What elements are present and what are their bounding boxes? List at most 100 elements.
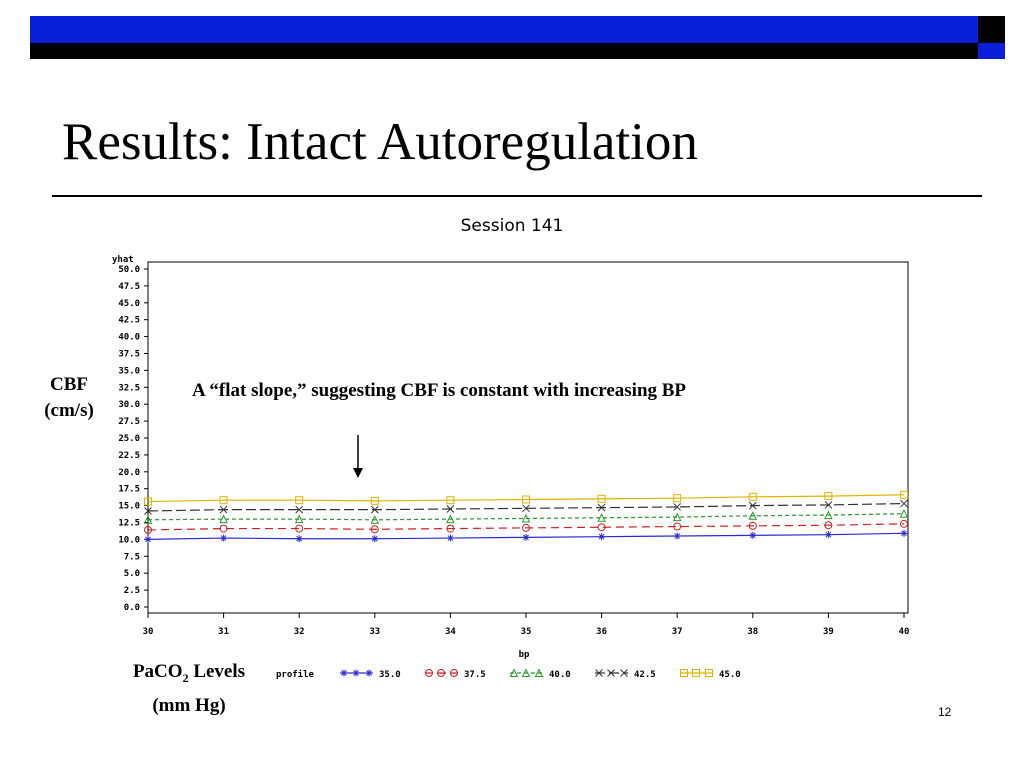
data-point bbox=[522, 533, 530, 541]
data-point bbox=[824, 501, 833, 509]
data-point bbox=[597, 503, 606, 512]
y-tick-label: 30.0 bbox=[118, 400, 140, 410]
page-number: 12 bbox=[938, 705, 952, 719]
data-point bbox=[446, 514, 455, 524]
data-point bbox=[294, 514, 304, 524]
title-divider bbox=[52, 195, 982, 197]
x-tick-label: 31 bbox=[218, 627, 229, 637]
cbf-label-line1: CBF bbox=[50, 374, 88, 395]
legend-label: profile bbox=[276, 669, 315, 680]
paco2-legend-title: PaCO2 Levels (mm Hg) bbox=[108, 658, 270, 719]
legend-entry-label: 45.0 bbox=[719, 670, 741, 680]
data-point bbox=[672, 512, 682, 522]
data-point bbox=[295, 496, 304, 505]
data-point bbox=[680, 669, 688, 677]
series-line bbox=[147, 502, 905, 512]
x-tick-label: 30 bbox=[143, 627, 154, 637]
legend-entry-label: 42.5 bbox=[634, 670, 656, 680]
data-point bbox=[607, 669, 615, 677]
x-tick-label: 39 bbox=[823, 627, 834, 637]
series-42.5 bbox=[144, 499, 908, 515]
data-point bbox=[220, 534, 228, 542]
data-point bbox=[534, 668, 544, 677]
y-tick-label: 32.5 bbox=[118, 383, 140, 393]
data-point bbox=[219, 514, 228, 524]
series-40.0 bbox=[143, 509, 909, 524]
y-tick-label: 20.0 bbox=[118, 468, 140, 478]
y-axis-label: yhat bbox=[112, 255, 134, 265]
data-point bbox=[899, 509, 909, 518]
data-point bbox=[900, 490, 908, 499]
legend: profile 35.0 37.5 40.0 42.5 45.0 bbox=[276, 668, 741, 680]
y-tick-label: 42.5 bbox=[118, 316, 140, 326]
data-point bbox=[522, 495, 530, 504]
data-point bbox=[824, 531, 832, 539]
y-tick-label: 47.5 bbox=[118, 282, 140, 292]
top-bar-corner-black bbox=[978, 16, 1005, 43]
y-tick-label: 7.5 bbox=[124, 552, 140, 562]
data-point bbox=[597, 523, 606, 532]
y-tick-label: 10.0 bbox=[118, 535, 140, 545]
y-tick-label: 15.0 bbox=[118, 502, 140, 512]
top-bar-corner-blue bbox=[978, 43, 1005, 59]
data-point bbox=[749, 531, 757, 539]
y-tick-label: 5.0 bbox=[124, 569, 140, 579]
data-point bbox=[598, 533, 606, 541]
annotation-arrow-head bbox=[353, 468, 363, 478]
data-point bbox=[340, 669, 348, 677]
y-tick-label: 45.0 bbox=[118, 299, 140, 309]
data-point bbox=[370, 525, 379, 534]
data-point bbox=[673, 503, 682, 511]
data-point bbox=[450, 669, 458, 677]
y-tick-label: 17.5 bbox=[118, 485, 140, 495]
data-point bbox=[370, 505, 379, 514]
data-point bbox=[219, 524, 228, 533]
slide-title: Results: Intact Autoregulation bbox=[62, 113, 698, 171]
x-axis-label: bp bbox=[519, 650, 530, 660]
series-45.0 bbox=[144, 490, 908, 506]
x-tick-label: 35 bbox=[521, 627, 532, 637]
data-point bbox=[446, 505, 455, 513]
series-35.0 bbox=[144, 529, 908, 543]
legend-title-pre: PaCO bbox=[132, 661, 183, 682]
data-point bbox=[673, 522, 682, 531]
y-tick-label: 50.0 bbox=[118, 265, 140, 275]
data-point bbox=[144, 525, 152, 534]
data-point bbox=[295, 524, 304, 533]
y-tick-label: 0.0 bbox=[124, 603, 140, 613]
data-point bbox=[437, 669, 445, 677]
legend-entry-label: 40.0 bbox=[549, 670, 571, 680]
data-point bbox=[824, 492, 833, 501]
data-point bbox=[692, 669, 700, 677]
data-point bbox=[900, 519, 908, 528]
data-point bbox=[446, 496, 455, 505]
cbf-label-line2: (cm/s) bbox=[44, 400, 94, 421]
data-point bbox=[900, 499, 908, 508]
y-tick-label: 40.0 bbox=[118, 333, 140, 343]
data-point bbox=[219, 505, 228, 514]
data-point bbox=[295, 535, 303, 543]
legend-title-post: Levels bbox=[188, 661, 246, 682]
x-tick-label: 37 bbox=[672, 627, 683, 637]
data-point bbox=[371, 535, 379, 543]
data-point bbox=[748, 511, 758, 520]
x-tick-label: 40 bbox=[899, 627, 910, 637]
top-bar-black bbox=[30, 43, 978, 59]
data-point bbox=[365, 669, 373, 677]
data-point bbox=[595, 669, 603, 677]
series-line bbox=[147, 523, 905, 531]
x-tick-label: 34 bbox=[445, 627, 456, 637]
data-point bbox=[620, 669, 628, 677]
data-point bbox=[144, 535, 152, 543]
x-axis: 30 31 32 33 34 35 36 37 38 39 40 bbox=[143, 613, 910, 637]
data-point bbox=[446, 534, 454, 542]
data-point bbox=[748, 492, 757, 501]
data-point bbox=[597, 494, 606, 503]
data-point bbox=[522, 523, 530, 532]
x-tick-label: 38 bbox=[747, 627, 758, 637]
x-tick-label: 32 bbox=[294, 627, 305, 637]
plot-frame bbox=[147, 261, 909, 614]
y-tick-label: 37.5 bbox=[118, 350, 140, 360]
data-point bbox=[143, 515, 153, 524]
